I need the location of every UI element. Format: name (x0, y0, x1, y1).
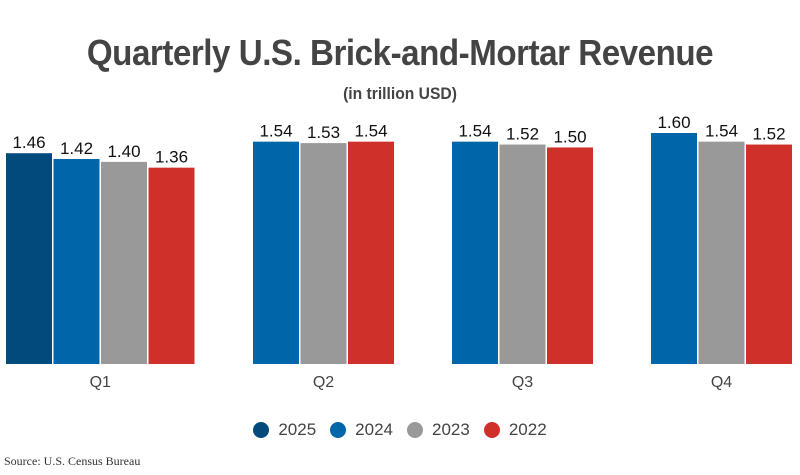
legend-label-2024: 2024 (355, 420, 393, 439)
source-note: Source: U.S. Census Bureau (4, 454, 141, 468)
legend-label-2025: 2025 (278, 420, 317, 439)
value-label-q2-2022: 1.54 (354, 122, 387, 141)
legend-item-2023: 2023 (407, 420, 470, 440)
bar-q1-2022 (148, 167, 195, 364)
chart-subtitle: (in trillion USD) (343, 84, 457, 103)
bar-q4-2024 (651, 133, 697, 364)
legend-marker-2023 (407, 422, 423, 438)
value-label-q2-2024: 1.54 (259, 122, 292, 141)
chart-title: Quarterly U.S. Brick-and-Mortar Revenue (86, 32, 714, 73)
chart-legend: 2025 2024 2023 2022 (0, 420, 800, 440)
bar-q3-2022 (547, 147, 593, 364)
x-tick-label-q2: Q2 (313, 374, 334, 391)
value-label-q4-2023: 1.54 (705, 122, 738, 141)
bar-q3-2024 (452, 141, 498, 364)
value-label-q4-2022: 1.52 (752, 125, 785, 144)
legend-marker-2022 (483, 422, 500, 438)
value-label-q3-2022: 1.50 (553, 127, 586, 146)
bar-q2-2023 (300, 143, 347, 364)
value-label-q3-2024: 1.54 (458, 122, 491, 141)
bar-q4-2023 (698, 141, 745, 364)
bar-q2-2024 (253, 141, 299, 364)
legend-marker-2025 (253, 422, 270, 438)
x-tick-label-q3: Q3 (512, 374, 533, 391)
x-tick-label-q4: Q4 (711, 374, 732, 391)
bar-q4-2022 (746, 144, 792, 364)
legend-item-2025: 2025 (253, 420, 316, 440)
legend-label-2022: 2022 (508, 420, 547, 439)
value-label-q1-2023: 1.40 (107, 142, 140, 161)
value-label-q1-2024: 1.42 (60, 139, 93, 158)
bar-q1-2025 (6, 153, 52, 364)
value-label-q1-2022: 1.36 (155, 148, 188, 167)
value-label-q4-2024: 1.60 (657, 113, 690, 132)
value-label-q1-2025: 1.46 (12, 133, 45, 152)
bar-q1-2024 (53, 158, 100, 364)
value-label-q2-2023: 1.53 (307, 123, 340, 142)
x-tick-label-q1: Q1 (90, 374, 111, 391)
bar-q3-2023 (499, 144, 546, 364)
legend-marker-2024 (330, 422, 347, 438)
legend-item-2022: 2022 (483, 420, 547, 440)
bar-q1-2023 (101, 161, 147, 364)
bar-q2-2022 (348, 141, 394, 364)
legend-item-2024: 2024 (330, 420, 393, 440)
legend-label-2023: 2023 (432, 420, 470, 439)
value-label-q3-2023: 1.52 (506, 125, 539, 144)
